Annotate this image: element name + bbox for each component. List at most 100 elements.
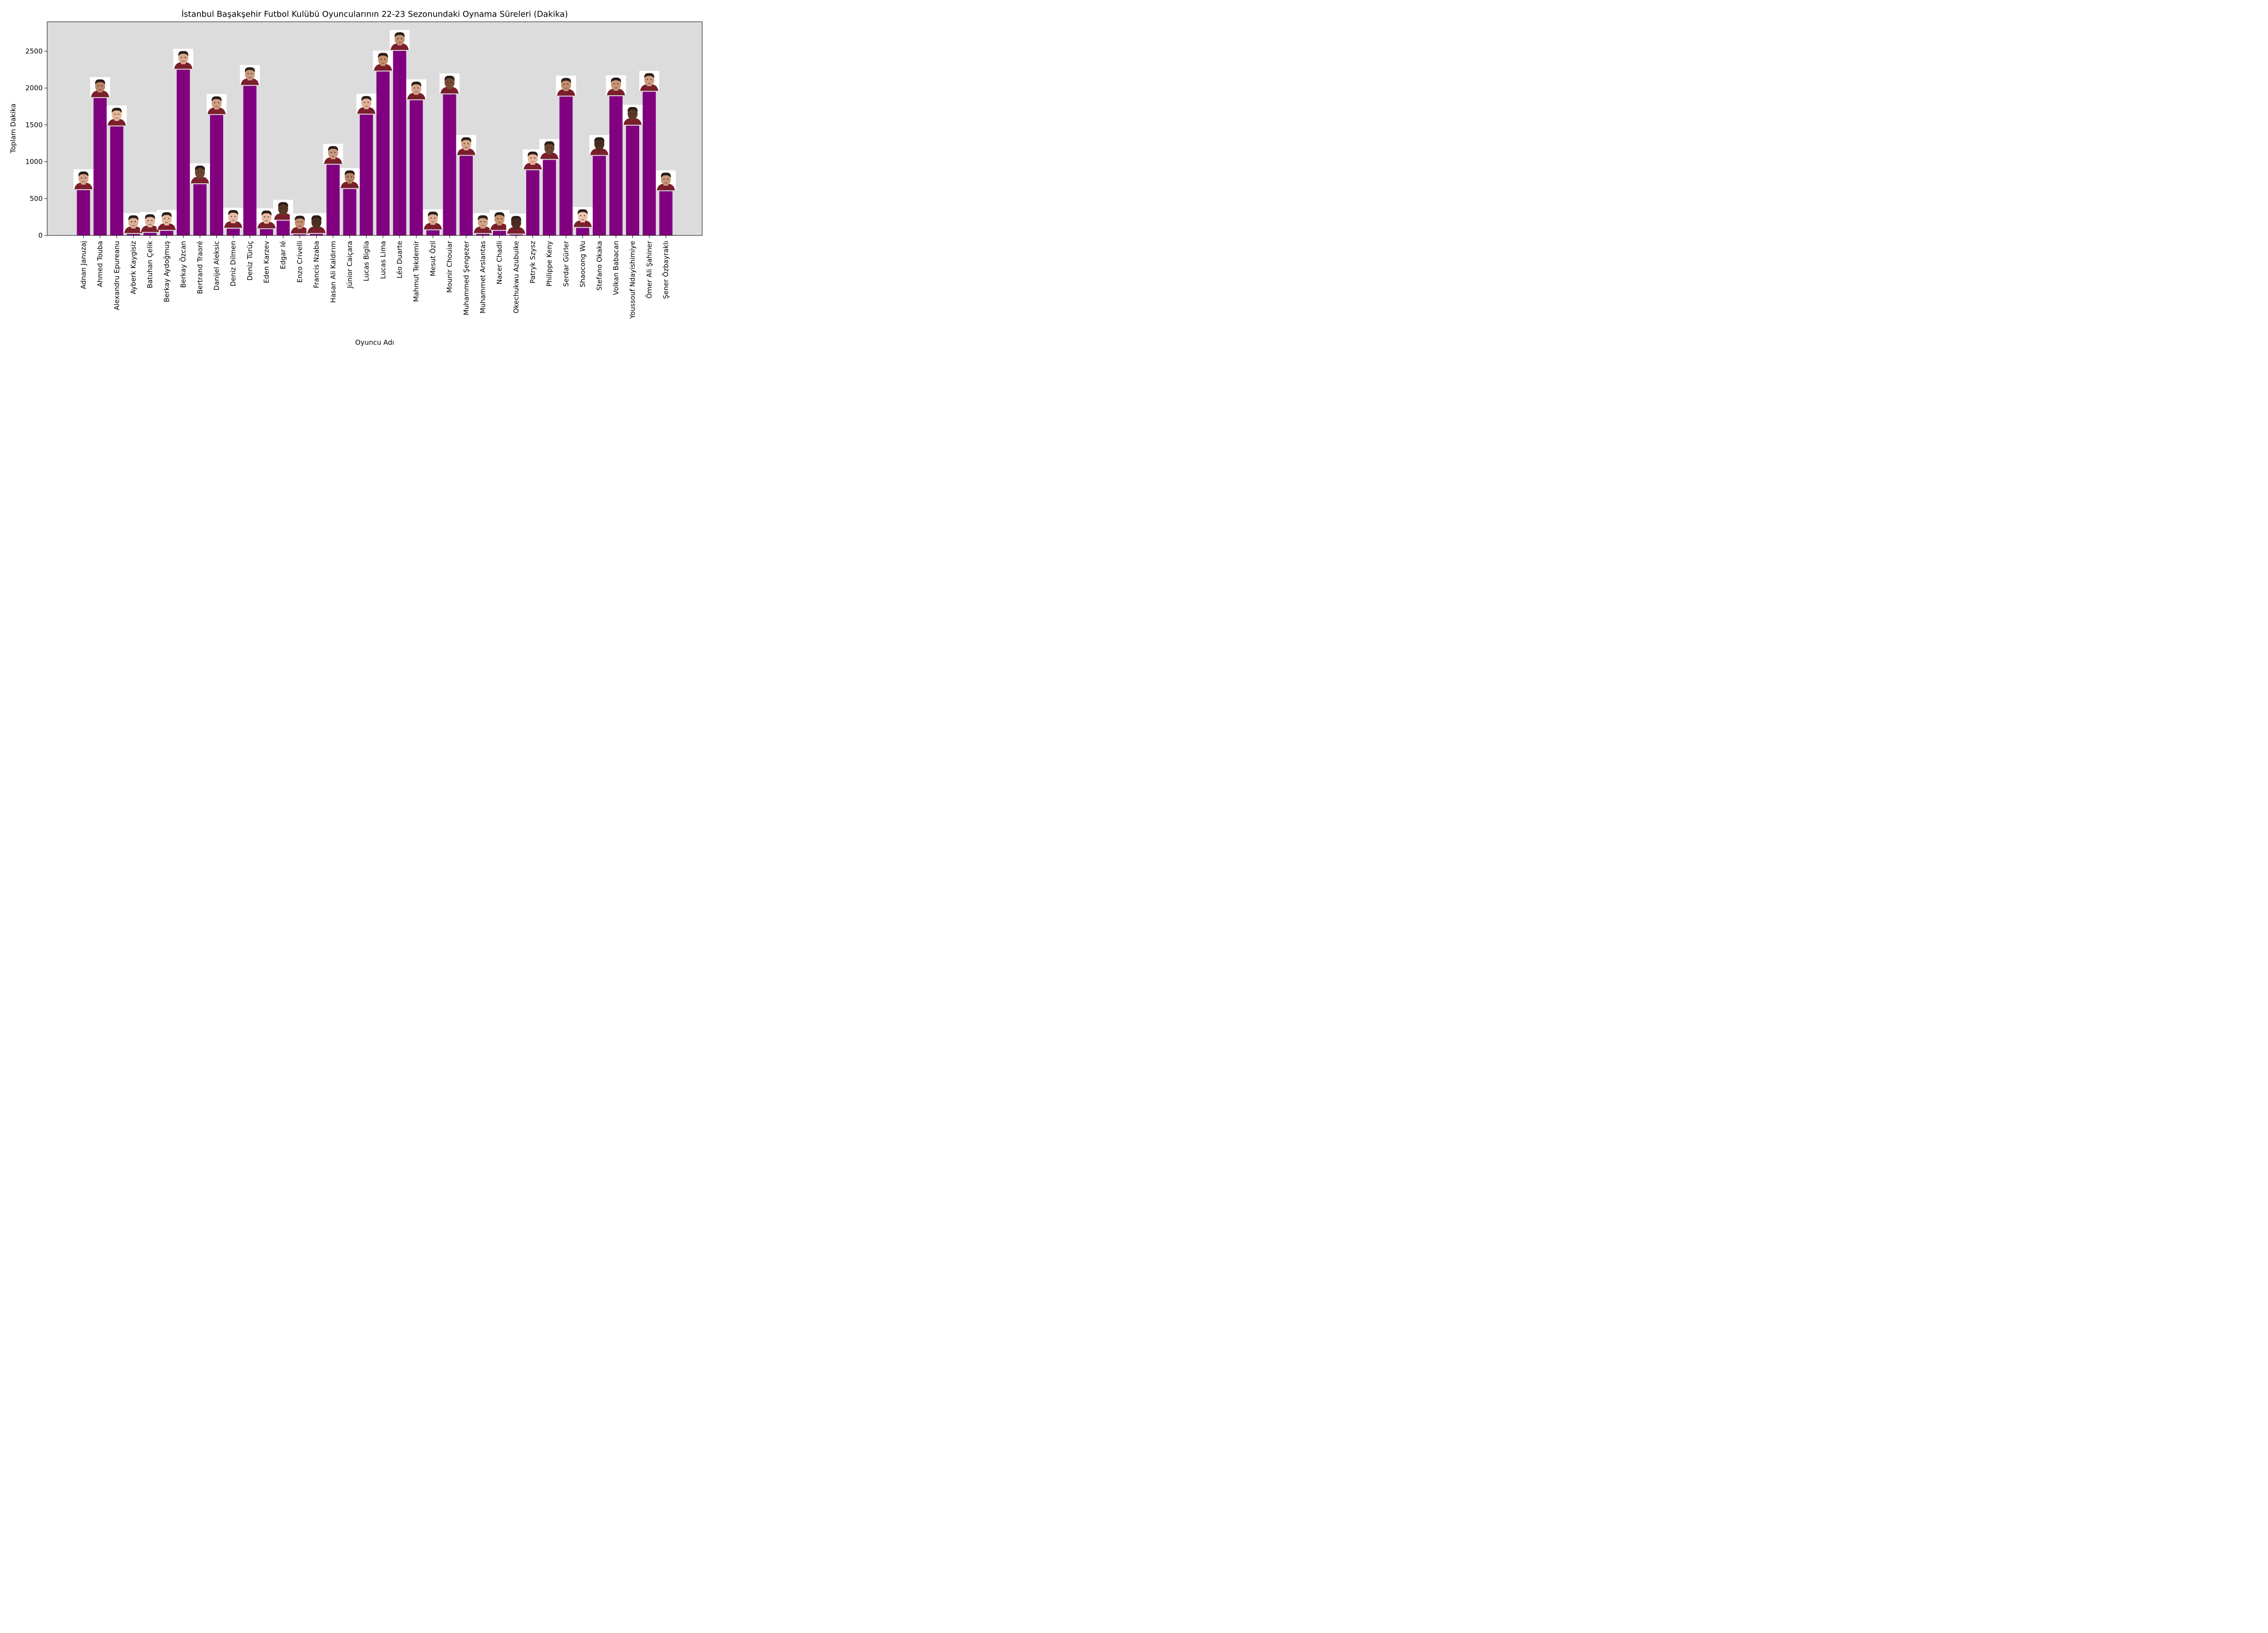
- x-tick-label-16: Júnior Caiçara: [346, 241, 354, 288]
- x-tick-label-14: Francis Nzaba: [313, 241, 321, 288]
- player-photo-9: [223, 208, 244, 228]
- bar-20: [410, 100, 423, 235]
- y-tick-label-3: 1500: [25, 121, 43, 129]
- x-tick-label-27: Patryk Szysz: [529, 241, 537, 284]
- x-tick-label-17: Lucas Biglia: [362, 241, 371, 281]
- y-axis: 0 500 1000 1500 2000 2500: [25, 47, 47, 240]
- player-photo-32: [606, 75, 626, 96]
- x-tick-label-3: Ayberk Kaygisiz: [129, 241, 137, 294]
- x-tick-label-25: Nacer Chadli: [495, 241, 503, 284]
- x-tick-label-34: Ömer Ali Şahiner: [645, 240, 653, 298]
- bar-24: [476, 234, 489, 235]
- player-photo-1: [90, 77, 110, 98]
- bar-21: [426, 230, 440, 235]
- bars-layer: [77, 51, 673, 236]
- bar-17: [360, 114, 373, 235]
- x-tick-label-28: Philippe Keny: [545, 241, 553, 287]
- player-photo-12: [273, 200, 293, 220]
- x-tick-label-5: Berkay Aydoğmuş: [162, 241, 171, 302]
- player-photo-20: [406, 79, 426, 99]
- player-photo-5: [156, 210, 177, 230]
- bar-12: [276, 220, 290, 235]
- player-photo-33: [622, 105, 643, 125]
- bar-chart: İstanbul Başakşehir Futbol Kulübü Oyuncu…: [9, 10, 703, 347]
- player-photo-2: [107, 105, 127, 126]
- chart-title: İstanbul Başakşehir Futbol Kulübü Oyuncu…: [181, 10, 568, 19]
- x-tick-label-9: Deniz Dilmen: [229, 241, 237, 286]
- x-tick-label-12: Edgar Ié: [279, 241, 287, 269]
- x-tick-label-2: Alexandru Epureanu: [112, 241, 121, 310]
- player-photo-35: [656, 170, 676, 191]
- bar-34: [642, 92, 656, 236]
- x-tick-label-31: Stefano Okaka: [595, 241, 603, 291]
- x-tick-label-19: Léo Duarte: [396, 241, 404, 279]
- y-axis-label: Toplam Dakika: [9, 103, 17, 153]
- bar-8: [210, 115, 223, 235]
- player-photo-8: [206, 94, 227, 114]
- bar-0: [77, 190, 90, 235]
- x-tick-label-7: Bertrand Traoré: [196, 241, 204, 294]
- chart-root: İstanbul Başakşehir Futbol Kulübü Oyuncu…: [0, 0, 711, 356]
- player-photo-7: [190, 163, 210, 184]
- bar-5: [160, 230, 173, 235]
- x-tick-label-13: Enzo Crivelli: [296, 241, 304, 283]
- bar-23: [459, 156, 473, 235]
- bar-25: [493, 230, 506, 235]
- player-photo-28: [539, 139, 560, 159]
- player-photo-22: [440, 73, 460, 93]
- x-tick-label-11: Eden Karzev: [263, 241, 271, 284]
- bar-16: [343, 189, 357, 235]
- player-photo-15: [323, 144, 343, 164]
- bar-6: [176, 69, 190, 235]
- bar-30: [576, 228, 590, 235]
- x-tick-label-18: Lucas Lima: [379, 241, 387, 279]
- y-tick-label-4: 2000: [25, 84, 43, 92]
- x-tick-label-20: Mahmut Tekdemir: [412, 240, 420, 302]
- x-tick-label-10: Deniz Türüç: [246, 241, 254, 281]
- player-photo-24: [473, 213, 493, 233]
- bar-3: [127, 234, 140, 235]
- player-photo-30: [572, 207, 593, 227]
- x-tick-label-35: Şener Özbayraklı: [661, 241, 670, 299]
- player-photo-27: [523, 149, 543, 170]
- bar-2: [110, 126, 123, 235]
- x-tick-label-30: Shaocong Wu: [579, 241, 587, 287]
- player-photo-23: [456, 135, 476, 155]
- y-tick-label-0: 0: [38, 231, 43, 240]
- x-tick-label-6: Berkay Özcan: [179, 241, 187, 288]
- bar-1: [93, 98, 107, 235]
- bar-15: [326, 165, 340, 235]
- x-tick-label-21: Mesut Özil: [428, 241, 437, 276]
- player-photo-16: [339, 168, 360, 188]
- player-photo-29: [556, 75, 576, 96]
- player-photo-21: [423, 209, 443, 230]
- player-photo-11: [256, 208, 277, 229]
- player-photos-layer: [73, 30, 676, 234]
- player-photo-17: [356, 93, 376, 114]
- bar-18: [376, 71, 390, 235]
- bar-7: [193, 184, 207, 235]
- bar-32: [609, 96, 623, 236]
- bar-27: [526, 170, 540, 235]
- player-photo-34: [639, 71, 660, 91]
- bar-19: [393, 51, 406, 236]
- bar-10: [243, 86, 257, 236]
- bar-9: [226, 229, 240, 235]
- player-photo-26: [506, 214, 526, 234]
- plot-frame: [47, 21, 703, 236]
- x-tick-label-33: Youssouf Ndayishimiye: [629, 241, 637, 319]
- y-tick-label-5: 2500: [25, 47, 43, 55]
- player-photo-3: [123, 213, 144, 233]
- x-tick-label-26: Okechukwu Azubuike: [512, 241, 520, 313]
- player-photo-4: [140, 212, 160, 232]
- bar-31: [592, 156, 606, 235]
- player-photo-13: [289, 213, 310, 234]
- player-photo-18: [373, 50, 393, 71]
- x-tick-label-32: Volkan Babacan: [612, 241, 620, 295]
- x-tick-label-24: Muhammet Arslantas: [479, 241, 487, 313]
- bar-29: [559, 96, 573, 235]
- bar-11: [260, 229, 274, 235]
- bar-33: [626, 126, 640, 235]
- player-photo-19: [390, 30, 410, 50]
- x-tick-label-8: Danijel Aleksic: [212, 241, 220, 290]
